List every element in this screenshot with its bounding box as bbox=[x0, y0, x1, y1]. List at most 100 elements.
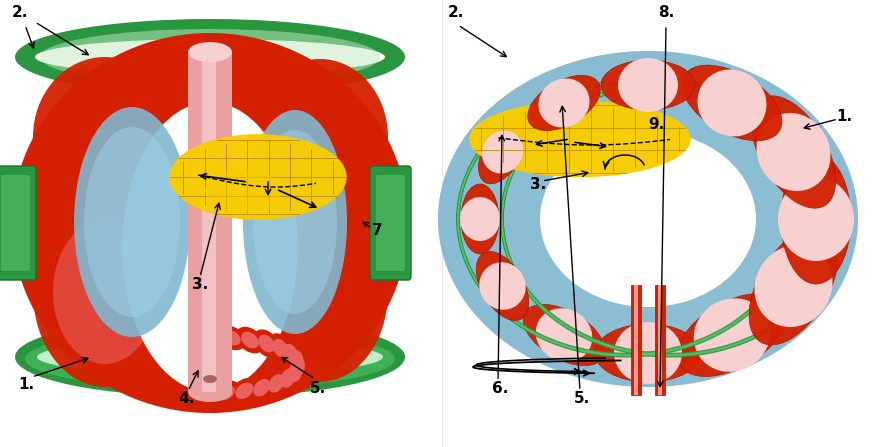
Ellipse shape bbox=[12, 33, 408, 413]
Ellipse shape bbox=[438, 51, 858, 387]
Ellipse shape bbox=[460, 197, 500, 241]
Ellipse shape bbox=[25, 329, 395, 389]
Ellipse shape bbox=[210, 380, 241, 405]
Ellipse shape bbox=[754, 245, 833, 327]
Ellipse shape bbox=[188, 382, 232, 402]
Ellipse shape bbox=[230, 378, 258, 404]
Text: 1.: 1. bbox=[18, 377, 34, 392]
Text: 5.: 5. bbox=[310, 381, 326, 396]
Text: 9.: 9. bbox=[648, 117, 664, 132]
Ellipse shape bbox=[751, 96, 835, 208]
Bar bbox=[188, 52, 232, 392]
Ellipse shape bbox=[252, 202, 388, 382]
Text: 3.: 3. bbox=[192, 277, 208, 292]
Ellipse shape bbox=[476, 252, 529, 320]
Ellipse shape bbox=[253, 379, 270, 396]
Bar bbox=[202, 52, 216, 392]
Text: 8.: 8. bbox=[658, 5, 674, 20]
Ellipse shape bbox=[235, 327, 264, 353]
Ellipse shape bbox=[291, 356, 305, 376]
Ellipse shape bbox=[479, 120, 527, 184]
Bar bbox=[634, 285, 638, 395]
FancyBboxPatch shape bbox=[1, 175, 30, 271]
Ellipse shape bbox=[677, 294, 787, 376]
Ellipse shape bbox=[461, 184, 499, 254]
Ellipse shape bbox=[253, 329, 280, 358]
FancyBboxPatch shape bbox=[376, 175, 405, 271]
Text: 6.: 6. bbox=[492, 381, 508, 396]
Ellipse shape bbox=[84, 127, 180, 317]
Ellipse shape bbox=[122, 102, 298, 392]
Ellipse shape bbox=[778, 177, 854, 261]
Ellipse shape bbox=[749, 227, 838, 345]
Ellipse shape bbox=[258, 335, 275, 352]
Text: 2.: 2. bbox=[12, 5, 28, 20]
Ellipse shape bbox=[216, 325, 246, 350]
Ellipse shape bbox=[539, 78, 589, 127]
Ellipse shape bbox=[466, 79, 830, 359]
Ellipse shape bbox=[243, 110, 347, 334]
Ellipse shape bbox=[216, 385, 235, 400]
Ellipse shape bbox=[276, 363, 300, 393]
Ellipse shape bbox=[482, 131, 523, 173]
Ellipse shape bbox=[40, 29, 380, 85]
Ellipse shape bbox=[288, 363, 303, 382]
Ellipse shape bbox=[698, 69, 766, 136]
Ellipse shape bbox=[53, 220, 157, 364]
Ellipse shape bbox=[601, 60, 695, 110]
Ellipse shape bbox=[37, 339, 383, 375]
Ellipse shape bbox=[268, 333, 293, 363]
Ellipse shape bbox=[283, 344, 298, 363]
Ellipse shape bbox=[285, 344, 308, 375]
Ellipse shape bbox=[15, 317, 405, 397]
Ellipse shape bbox=[279, 338, 302, 369]
Ellipse shape bbox=[523, 304, 605, 366]
Ellipse shape bbox=[781, 154, 851, 284]
Ellipse shape bbox=[253, 130, 337, 314]
Ellipse shape bbox=[289, 350, 303, 370]
Ellipse shape bbox=[614, 322, 682, 384]
Ellipse shape bbox=[757, 113, 831, 191]
Ellipse shape bbox=[540, 131, 756, 307]
Ellipse shape bbox=[235, 383, 253, 399]
Ellipse shape bbox=[248, 374, 275, 401]
Ellipse shape bbox=[241, 332, 258, 348]
Ellipse shape bbox=[527, 76, 601, 131]
Ellipse shape bbox=[268, 374, 284, 392]
Ellipse shape bbox=[694, 298, 770, 372]
Ellipse shape bbox=[438, 51, 858, 387]
Bar bbox=[655, 285, 665, 395]
Ellipse shape bbox=[74, 107, 190, 337]
Ellipse shape bbox=[535, 308, 593, 362]
Text: 7: 7 bbox=[372, 223, 383, 238]
Text: 5.: 5. bbox=[574, 391, 590, 406]
Ellipse shape bbox=[264, 369, 289, 398]
Bar bbox=[658, 285, 662, 395]
Ellipse shape bbox=[280, 368, 295, 388]
Ellipse shape bbox=[202, 329, 221, 344]
FancyBboxPatch shape bbox=[0, 166, 36, 280]
Ellipse shape bbox=[284, 356, 306, 388]
Ellipse shape bbox=[188, 42, 232, 62]
Polygon shape bbox=[470, 101, 690, 177]
Text: 1.: 1. bbox=[836, 109, 852, 124]
Text: 3.: 3. bbox=[530, 177, 546, 192]
Ellipse shape bbox=[287, 350, 309, 382]
Ellipse shape bbox=[222, 330, 241, 346]
Ellipse shape bbox=[196, 325, 227, 349]
FancyBboxPatch shape bbox=[370, 166, 411, 280]
Bar bbox=[631, 285, 641, 395]
Text: 2.: 2. bbox=[448, 5, 465, 20]
Ellipse shape bbox=[479, 262, 526, 310]
Ellipse shape bbox=[618, 58, 678, 112]
Text: 4.: 4. bbox=[178, 391, 194, 406]
Ellipse shape bbox=[273, 339, 288, 358]
Ellipse shape bbox=[33, 197, 177, 387]
Ellipse shape bbox=[595, 324, 701, 382]
Ellipse shape bbox=[205, 169, 281, 213]
Ellipse shape bbox=[33, 57, 177, 217]
Ellipse shape bbox=[682, 65, 782, 141]
Ellipse shape bbox=[15, 19, 405, 95]
Ellipse shape bbox=[35, 39, 385, 75]
Ellipse shape bbox=[203, 375, 217, 383]
